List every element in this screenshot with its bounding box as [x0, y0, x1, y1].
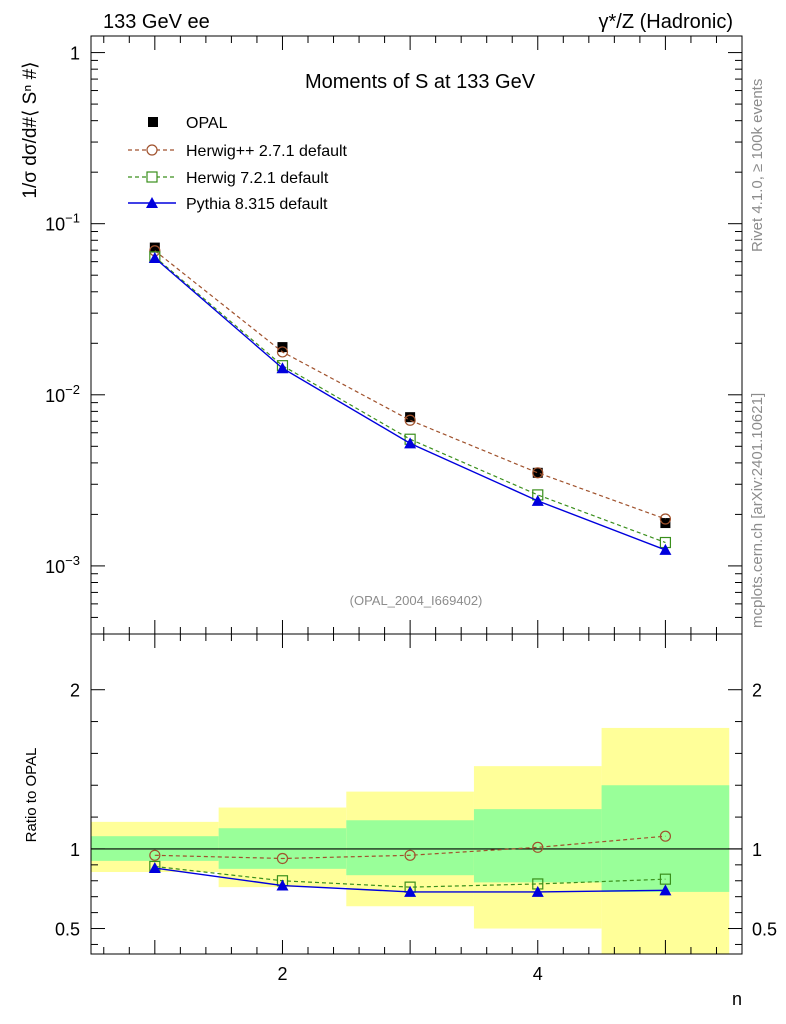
- legend-opal-label: OPAL: [186, 115, 228, 132]
- opal-point: [660, 518, 671, 529]
- ratio-y-tick-label-right: 1: [752, 840, 762, 860]
- ratio-herwigpp-point: [659, 830, 672, 842]
- legend-pythia-label: Pythia 8.315 default: [186, 196, 328, 213]
- ratio-y-axis-label: Ratio to OPAL: [23, 748, 40, 843]
- pythia-point: [531, 494, 544, 506]
- ratio-herwig7-line: [154, 865, 666, 888]
- herwigpp-point: [532, 467, 544, 479]
- herwigpp-point: [276, 346, 289, 358]
- pythia-line: [154, 257, 666, 551]
- opal-point: [532, 467, 543, 478]
- ratio-pythia-point: [148, 862, 161, 874]
- ratio-axis-ticks: 0.5 0.5 1 1 2 2 2 4: [55, 634, 777, 984]
- x-axis-label: n: [732, 989, 742, 1009]
- ratio-band-inner: [601, 785, 730, 892]
- ratio-y-tick-label-left: 1: [70, 840, 80, 860]
- ratio-y-tick-label-left: 0.5: [55, 920, 80, 940]
- legend-herwigpp-label: Herwig++ 2.7.1 default: [186, 143, 348, 160]
- header-left-label: 133 GeV ee: [103, 11, 210, 33]
- herwigpp-line: [154, 250, 666, 520]
- ratio-y-tick-label-right: 2: [752, 681, 762, 701]
- main-y-tick-label: 1: [70, 44, 80, 64]
- ratio-y-tick-label-left: 2: [70, 681, 80, 701]
- ratio-pythia-point: [404, 885, 417, 897]
- main-y-tick-label: 10−1: [45, 211, 80, 235]
- legend-herwig7-label: Herwig 7.2.1 default: [186, 170, 329, 187]
- ratio-herwigpp-point: [404, 849, 416, 861]
- ratio-pythia-point: [659, 884, 672, 896]
- main-y-tick-label: 10−3: [45, 553, 80, 577]
- ratio-x-tick-label: 4: [533, 964, 543, 984]
- main-y-axis-label: 1/σ dσ/d#⟨ Sⁿ #⟩: [20, 61, 41, 198]
- ratio-herwigpp-line: [154, 835, 666, 860]
- ratio-y-tick-label-right: 0.5: [752, 920, 777, 940]
- pythia-point: [404, 437, 417, 449]
- pythia-point: [276, 362, 289, 374]
- pythia-point: [148, 252, 161, 264]
- mcplots-label: mcplots.cern.ch [arXiv:2401.10621]: [749, 393, 766, 628]
- legend-herwig7-marker: [146, 171, 158, 183]
- herwigpp-point: [404, 414, 416, 426]
- legend-opal-marker: [148, 117, 158, 127]
- ratio-pythia-point: [531, 885, 544, 897]
- header-right-label: γ*/Z (Hadronic): [599, 11, 733, 33]
- main-plot-area: [148, 242, 672, 555]
- legend: OPAL Herwig++ 2.7.1 default Herwig 7.2.1…: [128, 115, 348, 213]
- ratio-band-inner: [473, 809, 602, 883]
- legend-pythia-marker: [146, 197, 158, 208]
- main-axis-ticks: 1 10−1 10−2 10−3: [45, 36, 742, 635]
- ratio-herwig7-point: [659, 873, 672, 885]
- main-title: Moments of S at 133 GeV: [305, 71, 536, 93]
- opal-point: [405, 412, 416, 423]
- rivet-label: Rivet 4.1.0, ≥ 100k events: [749, 79, 766, 252]
- herwig7-line: [154, 256, 666, 544]
- ratio-frame: [90, 633, 743, 955]
- analysis-watermark: (OPAL_2004_I669402): [350, 593, 483, 608]
- ratio-band-inner: [346, 820, 474, 876]
- ratio-plot-area: [91, 727, 742, 954]
- legend-herwigpp-marker: [146, 144, 158, 156]
- ratio-herwigpp-point: [532, 841, 544, 853]
- opal-point: [149, 242, 160, 253]
- ratio-x-tick-label: 2: [277, 964, 287, 984]
- herwigpp-point: [659, 513, 672, 525]
- ratio-pythia-point: [276, 879, 289, 891]
- pythia-point: [659, 543, 672, 555]
- ratio-herwigpp-point: [149, 849, 161, 861]
- ratio-herwigpp-point: [276, 852, 289, 865]
- main-y-tick-label: 10−2: [45, 382, 80, 406]
